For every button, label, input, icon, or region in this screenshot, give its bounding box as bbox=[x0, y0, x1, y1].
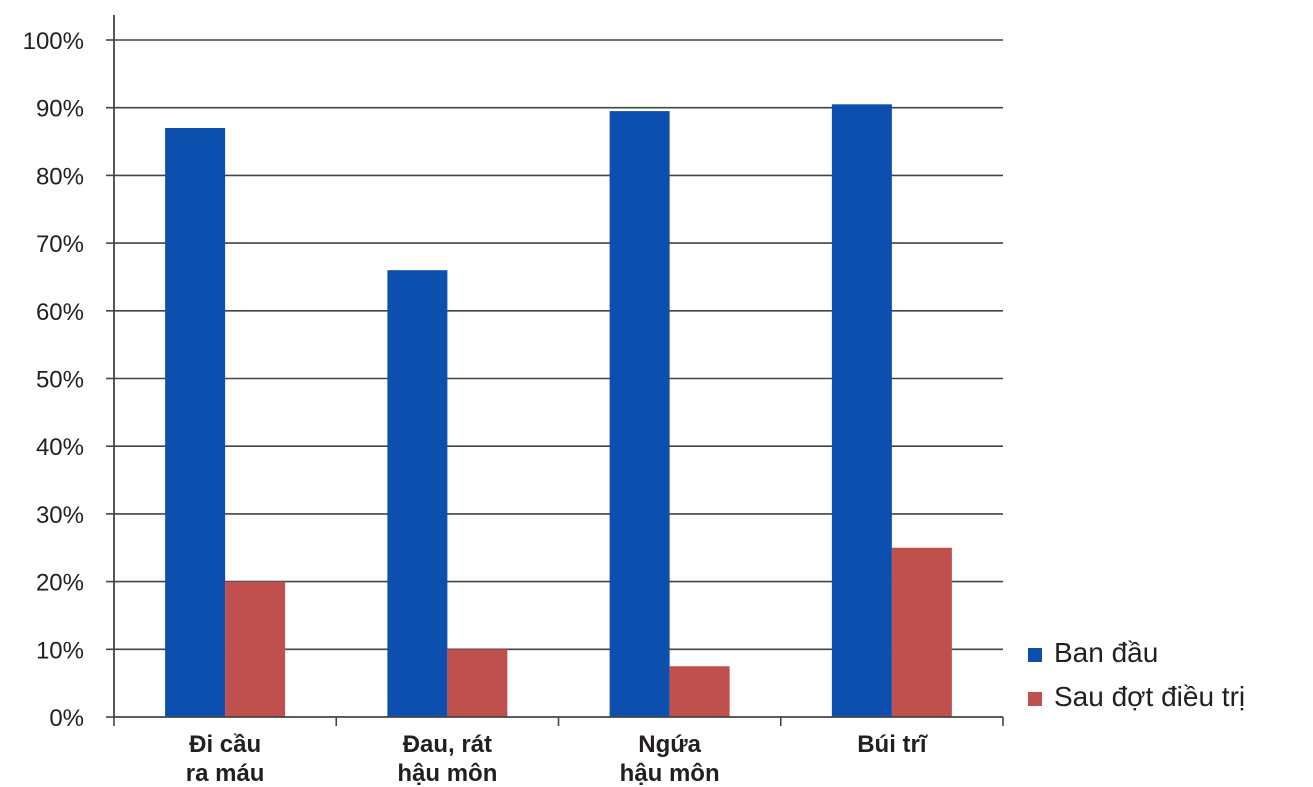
y-tick-label: 70% bbox=[36, 231, 84, 258]
bar-ban-dau bbox=[387, 270, 448, 717]
bar-ban-dau bbox=[831, 104, 892, 717]
y-tick-label: 20% bbox=[36, 570, 84, 597]
y-tick-label: 60% bbox=[36, 299, 84, 326]
y-tick-label: 0% bbox=[49, 705, 84, 732]
bar-sau-dot-dieu-tri bbox=[447, 649, 508, 717]
legend-label: Sau đợt điều trị bbox=[1054, 681, 1245, 712]
x-category-label: Búi trĩ bbox=[857, 731, 928, 758]
x-category-label: ra máu bbox=[186, 760, 265, 787]
legend: Ban đầu Sau đợt điều trị bbox=[1028, 637, 1245, 712]
legend-swatch bbox=[1028, 648, 1042, 662]
bar-ban-dau bbox=[609, 111, 670, 717]
legend-label: Ban đầu bbox=[1054, 637, 1158, 668]
x-category-label: Đi cầu bbox=[189, 731, 261, 758]
labels: 0% 10% 20% 30% 40% 50% 60% 70% 80% 90% 100% Đi cầur… bbox=[23, 28, 928, 787]
x-category-label: Ngứa bbox=[638, 731, 701, 758]
y-tick-label: 90% bbox=[36, 96, 84, 123]
bar-ban-dau bbox=[165, 128, 226, 717]
bars bbox=[165, 104, 952, 717]
y-tick-label: 30% bbox=[36, 502, 84, 529]
y-tick-label: 40% bbox=[36, 434, 84, 461]
x-category-label: hậu môn bbox=[620, 760, 720, 787]
y-tick-label: 50% bbox=[36, 367, 84, 394]
bar-sau-dot-dieu-tri bbox=[669, 666, 730, 717]
y-tick-label: 10% bbox=[36, 637, 84, 664]
bar-sau-dot-dieu-tri bbox=[891, 547, 952, 717]
y-tick-label: 80% bbox=[36, 163, 84, 190]
legend-swatch bbox=[1028, 692, 1042, 706]
axes bbox=[106, 15, 1004, 726]
bar-sau-dot-dieu-tri bbox=[225, 581, 286, 717]
y-tick-label: 100% bbox=[23, 28, 84, 55]
x-category-label: Đau, rát bbox=[403, 731, 492, 758]
x-category-label: hậu môn bbox=[397, 760, 497, 787]
